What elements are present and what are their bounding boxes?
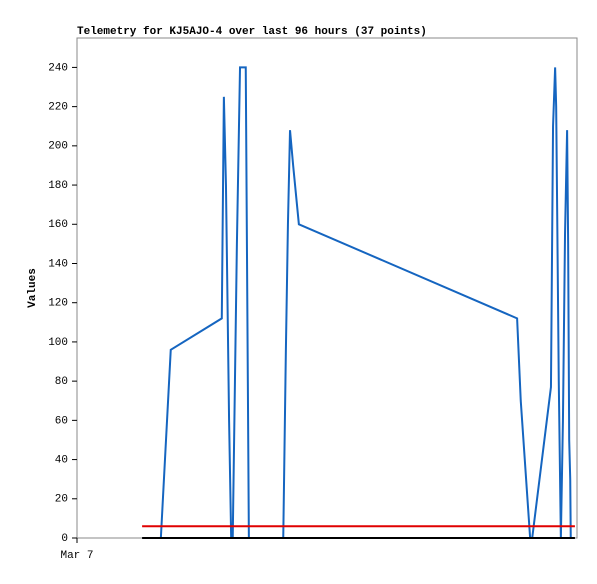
y-tick-label: 40	[55, 454, 68, 466]
y-tick-label: 160	[48, 219, 68, 231]
y-tick-label: 100	[48, 337, 68, 349]
y-tick-label: 0	[61, 533, 68, 545]
y-tick-label: 180	[48, 180, 68, 192]
y-tick-label: 140	[48, 258, 68, 270]
y-tick-label: 200	[48, 141, 68, 153]
series-line	[159, 66, 572, 539]
y-tick-label: 240	[48, 62, 68, 74]
y-tick-label: 20	[55, 494, 68, 506]
y-tick-label: 120	[48, 298, 68, 310]
y-tick-label: 80	[55, 376, 68, 388]
plot-frame	[76, 37, 578, 539]
y-axis-label: Values	[27, 268, 39, 308]
y-tick-label: 60	[55, 415, 68, 427]
x-tick-label: Mar 7	[60, 550, 93, 562]
y-tick-label: 220	[48, 102, 68, 114]
chart-title: Telemetry for KJ5AJO-4 over last 96 hour…	[77, 26, 427, 38]
